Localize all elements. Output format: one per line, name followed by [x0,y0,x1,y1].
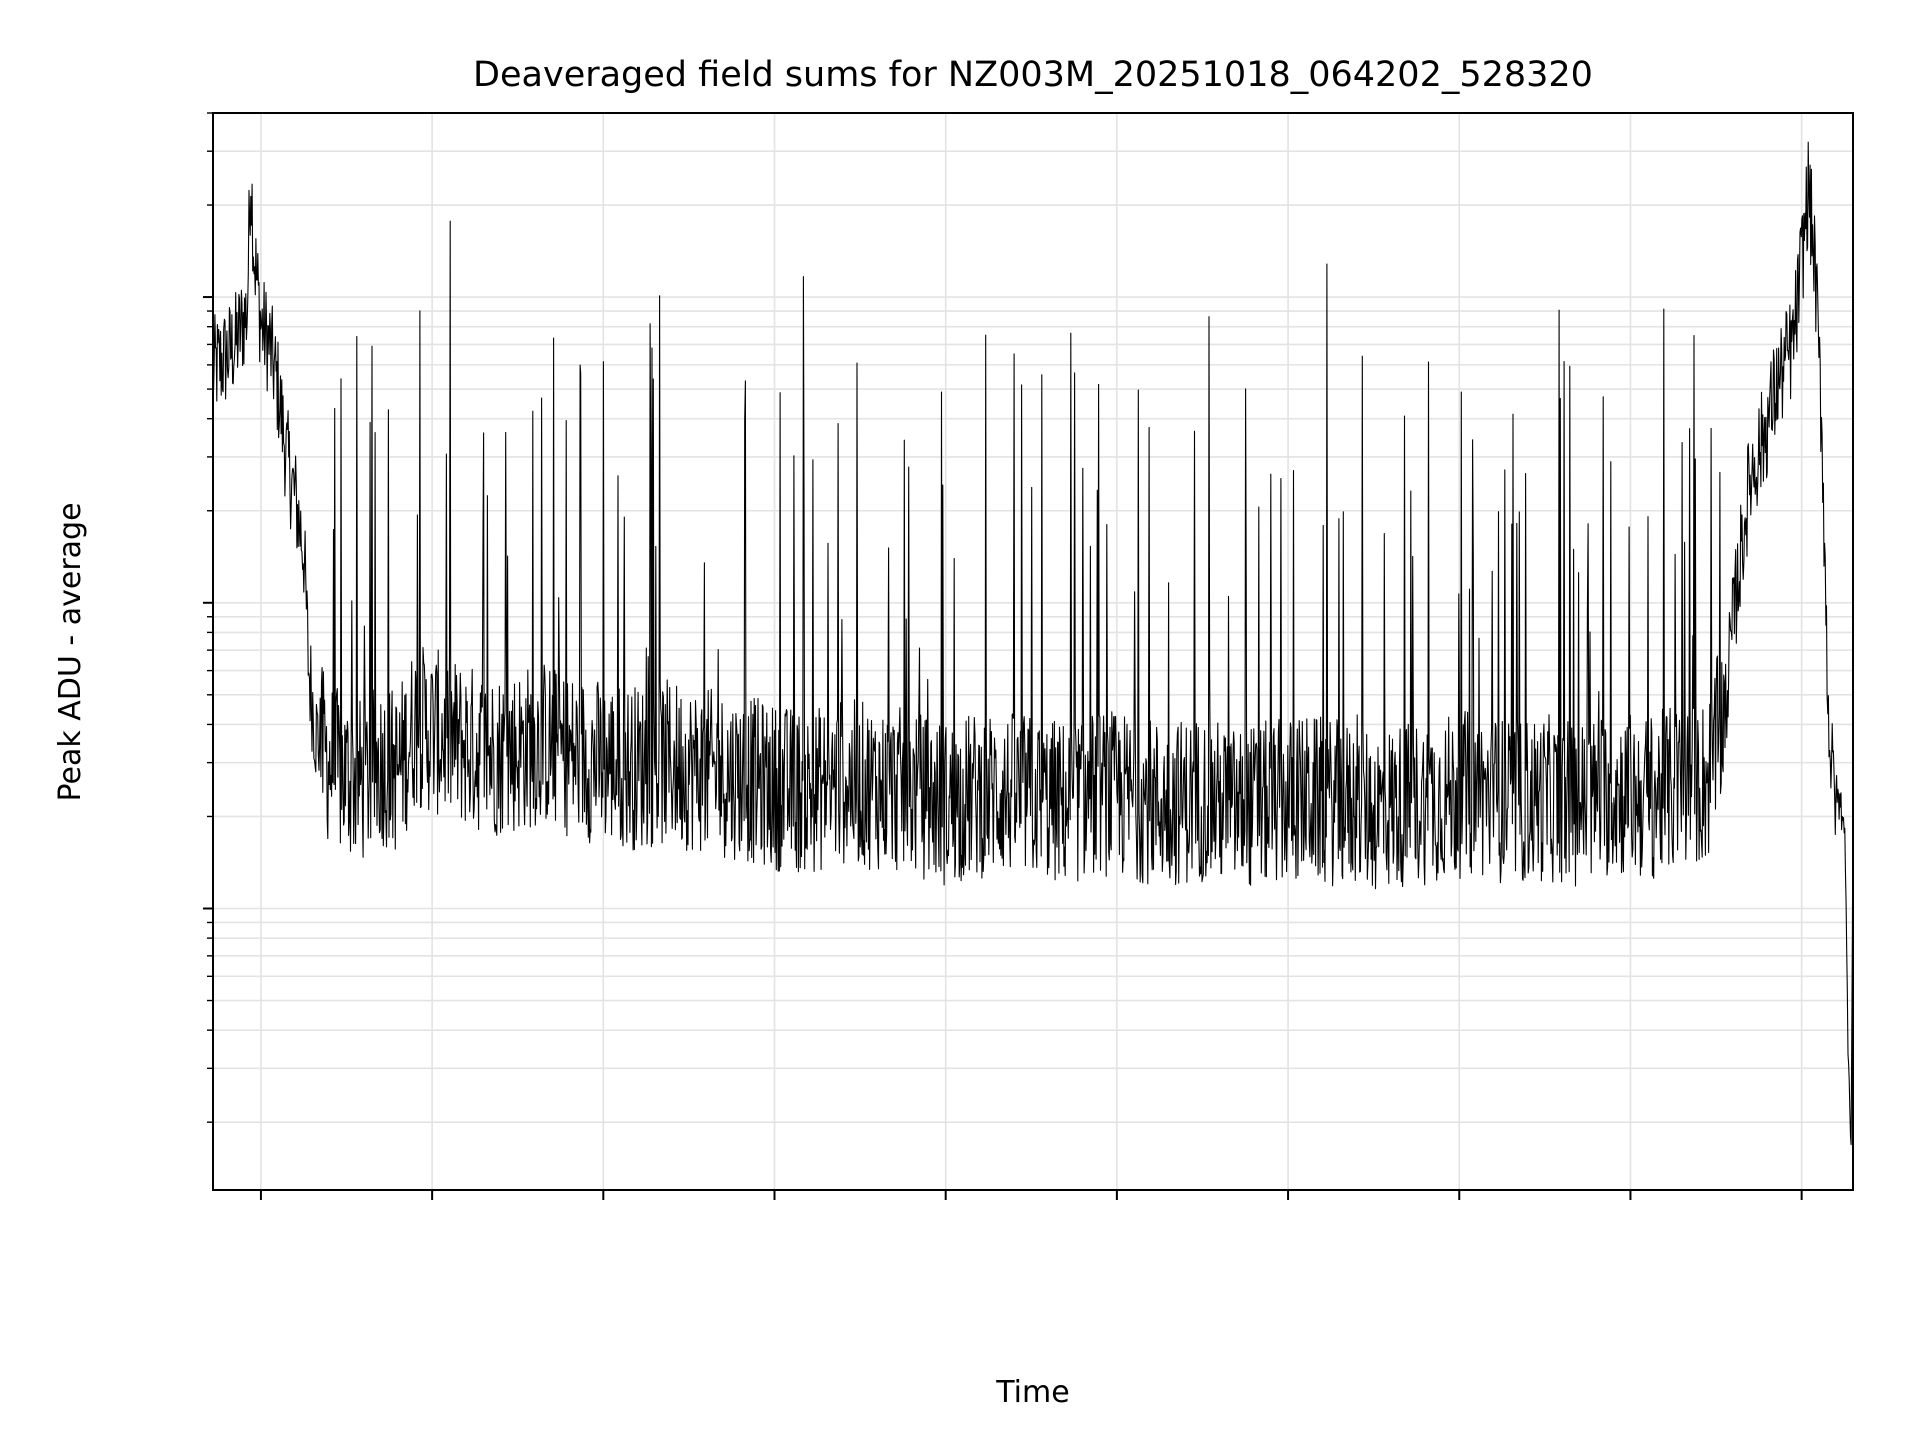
tick-layer [203,112,1803,1200]
x-axis-label: Time [995,1375,1069,1410]
y-axis-label: Peak ADU - average [53,502,88,801]
chart-title: Deaveraged field sums for NZ003M_2025101… [473,55,1593,95]
series-layer [212,141,1854,1146]
data-series-line [212,141,1854,1146]
plot-frame [212,112,1854,1191]
